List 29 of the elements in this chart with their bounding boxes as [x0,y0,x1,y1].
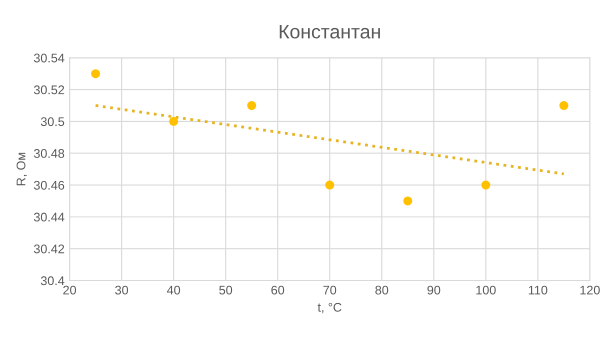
y-tick-label: 30.44 [34,212,64,222]
y-axis-title: R, Ом [16,152,27,186]
x-axis-title: t, °C [318,302,342,314]
x-tick-label: 90 [427,286,440,295]
y-tick-label: 30.42 [34,244,64,254]
y-tick-label: 30.46 [34,180,64,190]
point [247,101,256,110]
point [91,69,100,78]
y-tick-label: 30.52 [34,85,64,94]
x-tick-label: 20 [63,286,76,295]
x-tick-label: 60 [271,286,284,295]
x-tick-label: 80 [375,286,388,295]
chart-title: Константан [280,24,380,39]
x-tick-label: 50 [219,286,232,295]
point [403,196,412,206]
x-tick-label: 30 [115,286,128,295]
x-tick-label: 40 [166,286,180,295]
point [559,101,568,110]
y-tick-label: 30.54 [34,54,64,62]
x-tick-label: 70 [323,286,336,295]
point [169,116,178,126]
point [325,180,334,190]
y-tick-label: 30.4 [40,276,64,286]
point [481,180,490,190]
x-tick-label: 120 [580,286,600,295]
y-tick-label: 30.48 [34,149,64,158]
y-tick-label: 30.5 [40,117,64,126]
x-tick-label: 110 [528,286,548,295]
x-tick-label: 100 [476,286,496,295]
